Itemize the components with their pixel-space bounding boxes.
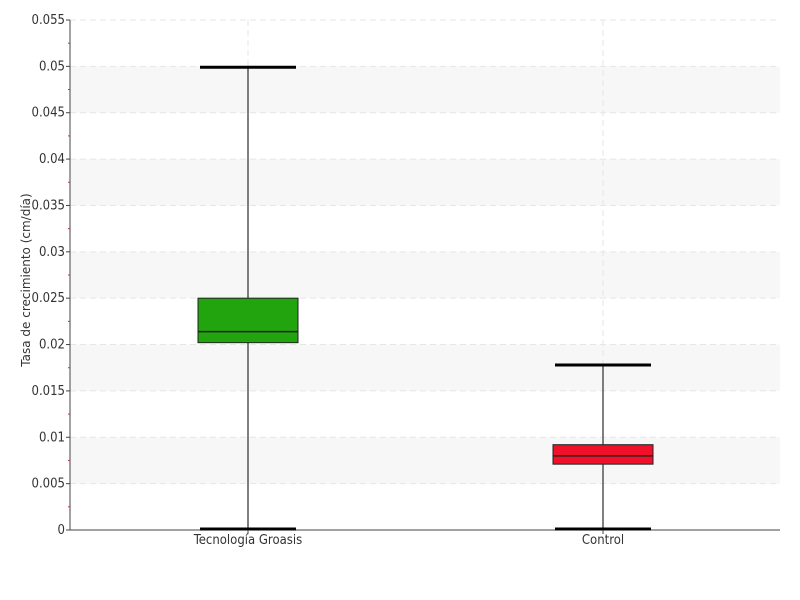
box-groasis	[197, 65, 299, 531]
background-band	[70, 437, 780, 484]
y-tick-label: 0.02	[39, 338, 65, 353]
y-axis-title: Tasa de crecimiento (cm/día)	[19, 193, 33, 367]
x-tick-label: Control	[582, 533, 624, 548]
x-axis-ticks: Tecnología Groasis Control	[193, 530, 624, 548]
gridlines	[70, 19, 780, 530]
y-tick-label: 0.015	[32, 384, 65, 399]
box-control	[552, 363, 654, 531]
y-tick-label: 0.04	[39, 152, 65, 167]
background-band	[70, 159, 780, 206]
iqr-box	[552, 444, 654, 465]
y-tick-label: 0.01	[39, 430, 65, 445]
background-band	[70, 251, 780, 299]
y-tick-label: 0.055	[32, 13, 65, 28]
y-tick-label: 0.05	[39, 59, 65, 74]
boxes-group	[197, 65, 654, 531]
background-bands	[70, 66, 780, 484]
y-tick-label: 0.03	[39, 245, 65, 260]
y-axis-minor-ticks	[68, 42, 70, 508]
x-tick-label: Tecnología Groasis	[193, 533, 302, 548]
background-band	[70, 66, 780, 113]
y-tick-label: 0.045	[32, 106, 65, 121]
y-tick-label: 0.035	[32, 198, 65, 213]
background-band	[70, 344, 780, 391]
y-tick-label: 0	[58, 523, 65, 538]
y-tick-label: 0.005	[32, 477, 65, 492]
y-axis-ticks: 0 0.005 0.01 0.015 0.02 0.025 0.03 0.035 0.04 0.0…	[32, 13, 70, 538]
iqr-box	[197, 297, 299, 344]
y-tick-label: 0.025	[32, 291, 65, 306]
